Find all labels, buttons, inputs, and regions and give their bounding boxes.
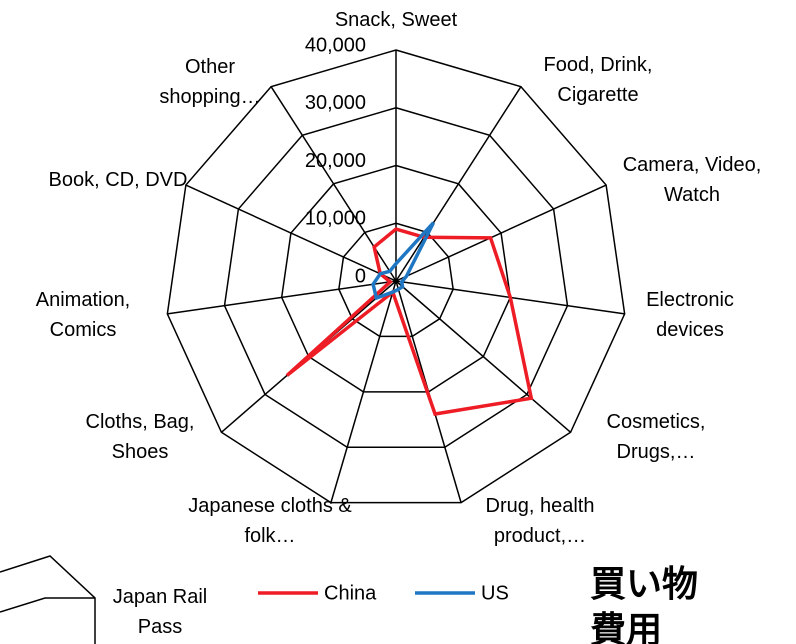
box-shape [0,555,96,644]
r-tick-label: 10,000 [305,208,366,230]
legend-label: US [481,582,509,604]
series-line [285,227,534,416]
spoke [167,280,397,315]
spoke [395,86,522,282]
category-label: Cosmetics, Drugs,… [606,411,706,463]
r-tick-label: 30,000 [305,92,366,114]
grid-ring [280,164,512,393]
chart-title: 買い物費用 [590,564,699,644]
category-label: Other shopping… [159,56,261,108]
r-tick-label: 0 [355,265,366,287]
category-label: Electronic devices [646,289,734,341]
annotation: Japan Rail Pass [112,586,208,638]
grid-ring [166,49,626,504]
spoke [185,184,397,282]
spoke [395,280,572,433]
spoke [395,184,607,282]
r-tick-label: 20,000 [305,150,366,172]
category-label: Japanese cloths & folk… [188,495,352,547]
category-label: Book, CD, DVD [48,169,188,191]
r-tick-label: 40,000 [305,34,366,56]
grid-ring [223,106,569,448]
category-label: Food, Drink, Cigarette [543,54,653,106]
category-label: Camera, Video, Watch [622,154,762,206]
legend-label: China [324,582,377,604]
category-label: Drug, health product,… [485,495,595,547]
category-label: Animation, Comics [35,289,131,341]
spoke [330,280,397,503]
category-label: Cloths, Bag, Shoes [85,411,195,463]
category-label: Snack, Sweet [334,9,458,31]
series-line [371,221,436,301]
grid-ring [338,222,454,338]
